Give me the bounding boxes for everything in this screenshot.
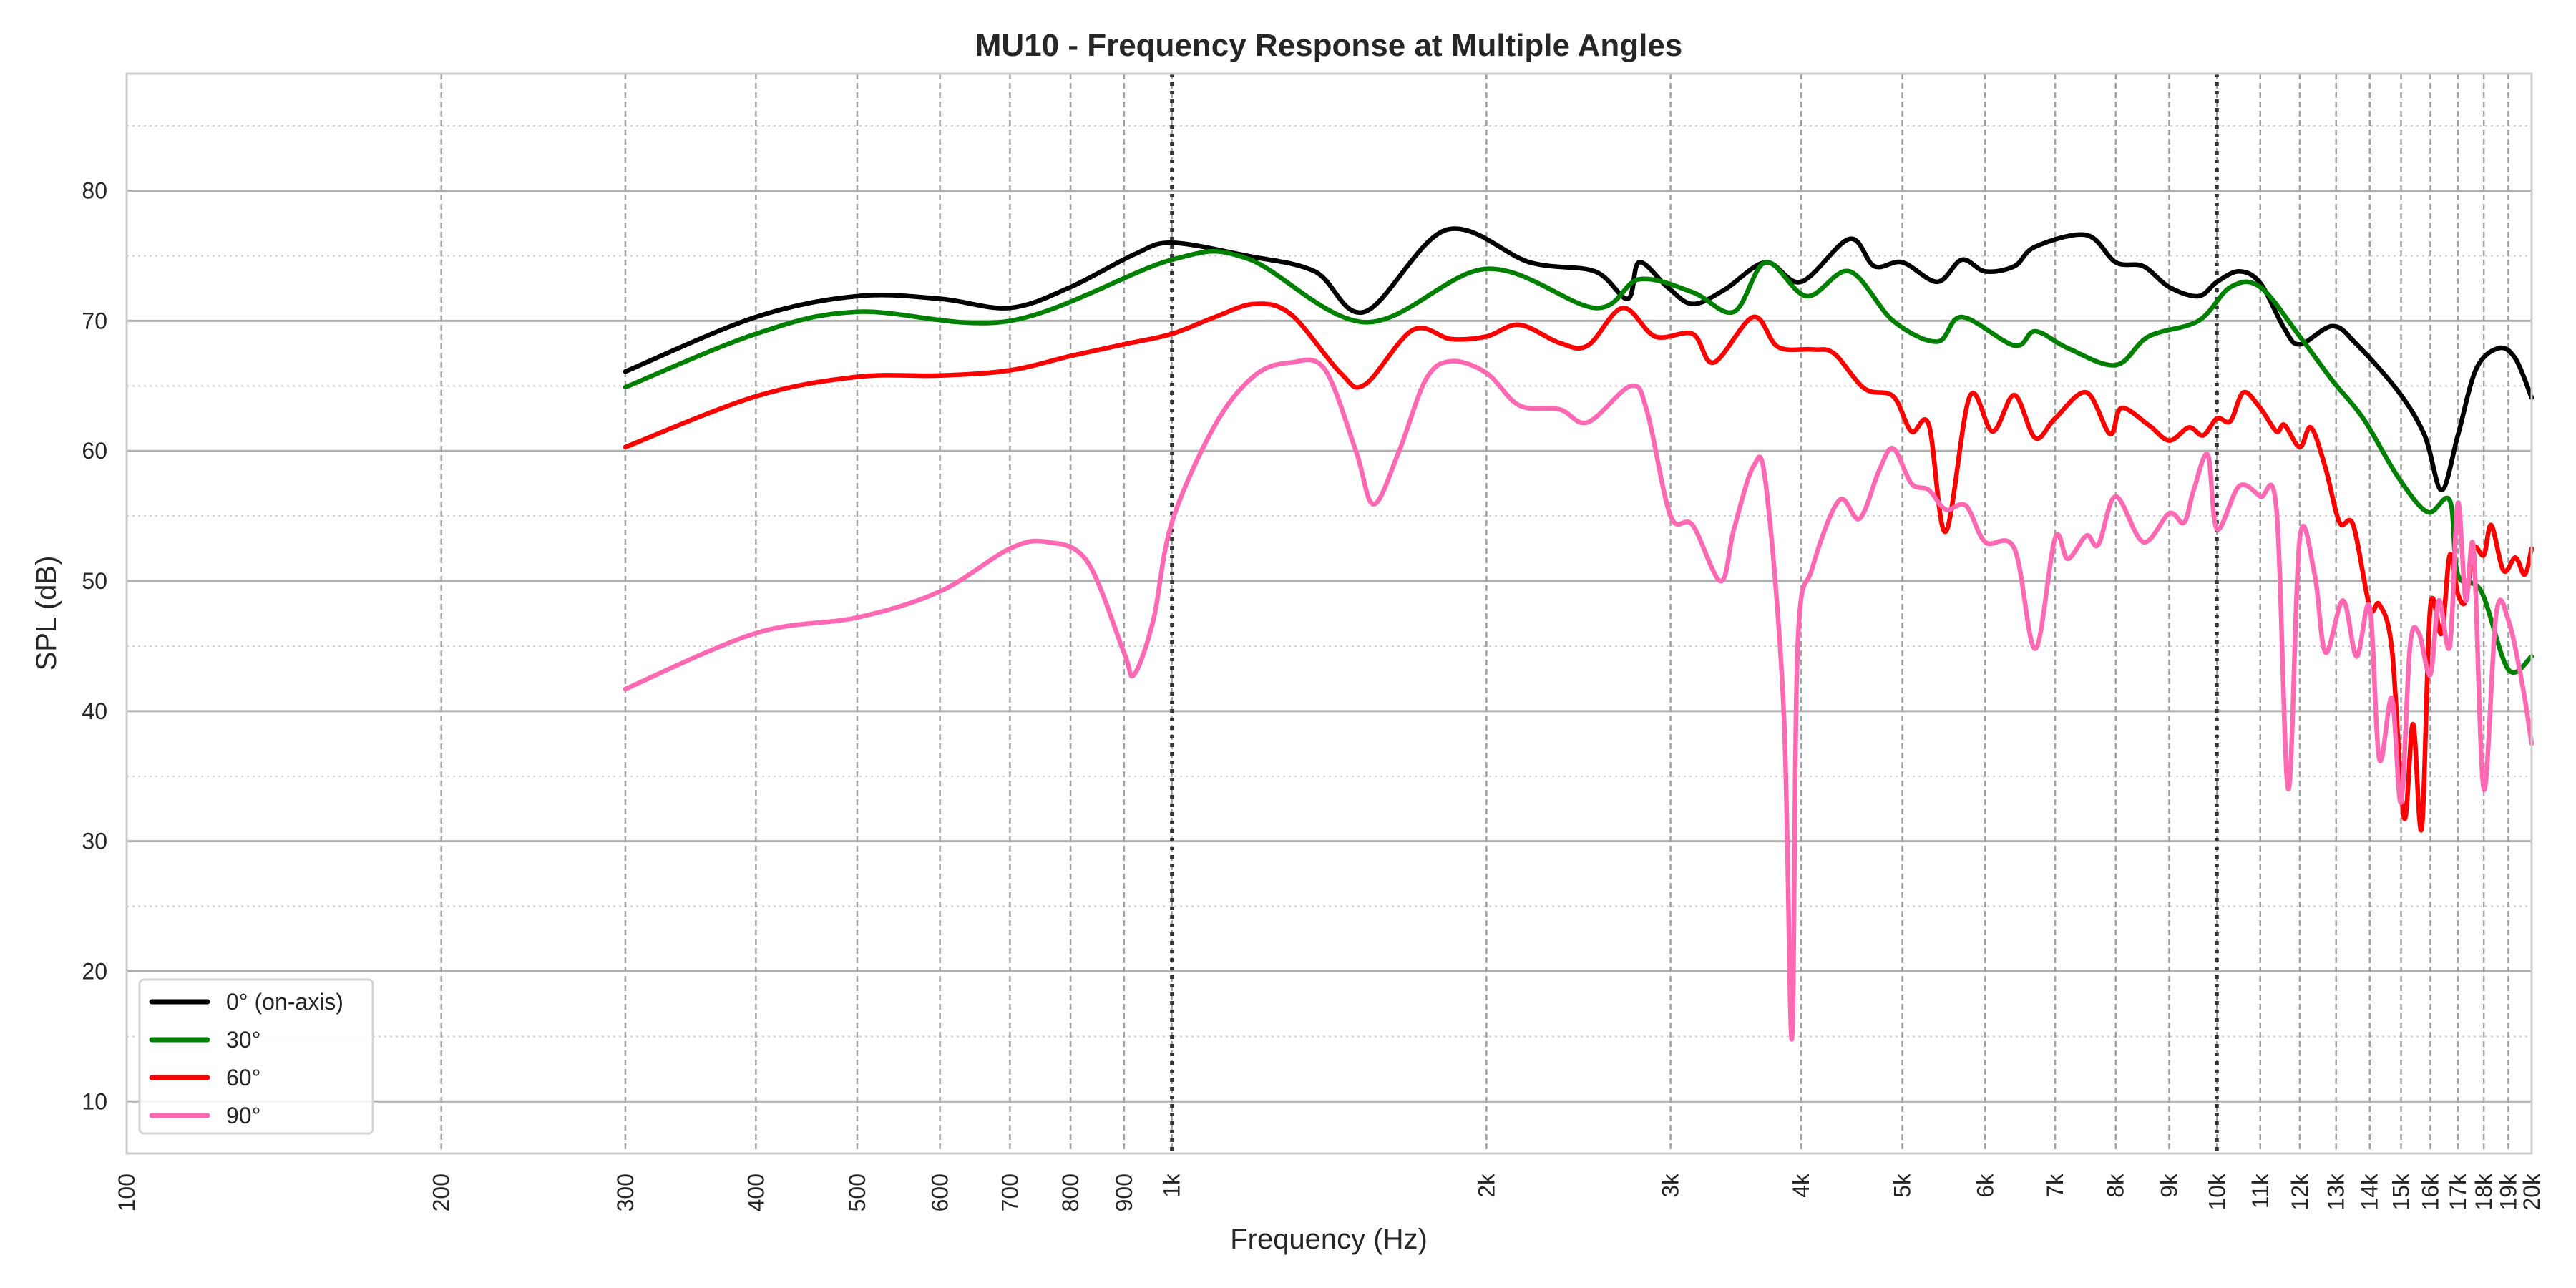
y-axis-label: SPL (dB) xyxy=(31,556,62,671)
plot-frame xyxy=(125,72,2533,1155)
series-lines xyxy=(623,226,2534,1042)
legend-label-1: 30° xyxy=(226,1027,260,1053)
x-axis-label: Frequency (Hz) xyxy=(1230,1224,1428,1255)
x-tick-label: 8k xyxy=(2103,1173,2129,1198)
x-tick-label: 200 xyxy=(429,1174,454,1211)
x-tick-label: 18k xyxy=(2471,1173,2497,1211)
x-tick-label: 500 xyxy=(844,1174,870,1211)
x-tick-label: 13k xyxy=(2323,1173,2349,1211)
x-tick-label: 5k xyxy=(1890,1173,1916,1198)
x-tick-label: 400 xyxy=(743,1174,769,1211)
chart-title: MU10 - Frequency Response at Multiple An… xyxy=(975,28,1683,63)
legend-label-0: 0° (on-axis) xyxy=(226,989,343,1015)
series-line-3 xyxy=(623,357,2534,1042)
grid xyxy=(125,74,2533,1153)
x-tick-label: 19k xyxy=(2495,1173,2521,1211)
x-tick-label: 600 xyxy=(927,1174,953,1211)
x-tick-label: 300 xyxy=(613,1174,638,1211)
series-line-1 xyxy=(623,248,2534,675)
x-tick-label: 14k xyxy=(2357,1173,2383,1211)
x-tick-label: 20k xyxy=(2519,1173,2545,1211)
series-line-0 xyxy=(623,226,2534,493)
x-tick-label: 7k xyxy=(2042,1173,2068,1198)
series-line-2 xyxy=(623,301,2534,833)
x-tick-label: 9k xyxy=(2156,1173,2182,1198)
y-tick-labels: 10 20 30 40 50 60 70 80 xyxy=(82,178,107,1115)
x-tick-label: 100 xyxy=(114,1174,140,1211)
y-tick-label: 50 xyxy=(82,568,107,594)
x-tick-labels: 100 200 300 400 500 600 700 800 900 1k 2k 3k 4k 5k 6k 7… xyxy=(114,1173,2545,1211)
x-tick-label: 3k xyxy=(1658,1173,1684,1198)
legend: 0° (on-axis) 30° 60° 90° xyxy=(138,978,374,1135)
x-tick-label: 2k xyxy=(1473,1173,1499,1198)
x-tick-label: 16k xyxy=(2417,1173,2443,1211)
legend-label-3: 90° xyxy=(226,1103,260,1128)
legend-label-2: 60° xyxy=(226,1065,260,1091)
y-tick-label: 40 xyxy=(82,698,107,724)
legend-box xyxy=(138,978,374,1135)
x-tick-label: 11k xyxy=(2248,1173,2273,1209)
y-tick-label: 30 xyxy=(82,829,107,854)
x-tick-label: 12k xyxy=(2287,1173,2313,1211)
x-tick-label: 6k xyxy=(1972,1173,1998,1198)
y-tick-label: 20 xyxy=(82,958,107,984)
y-tick-label: 80 xyxy=(82,178,107,204)
x-tick-label: 15k xyxy=(2389,1173,2414,1211)
y-tick-label: 10 xyxy=(82,1088,107,1114)
x-tick-label: 17k xyxy=(2445,1173,2471,1211)
x-tick-label: 4k xyxy=(1788,1173,1814,1198)
x-tick-label: 10k xyxy=(2204,1173,2230,1211)
x-tick-label: 700 xyxy=(997,1174,1023,1211)
y-tick-label: 70 xyxy=(82,308,107,333)
x-tick-label: 900 xyxy=(1111,1174,1137,1211)
y-tick-label: 60 xyxy=(82,438,107,464)
x-tick-label: 1k xyxy=(1159,1173,1185,1198)
x-tick-label: 800 xyxy=(1058,1174,1083,1211)
